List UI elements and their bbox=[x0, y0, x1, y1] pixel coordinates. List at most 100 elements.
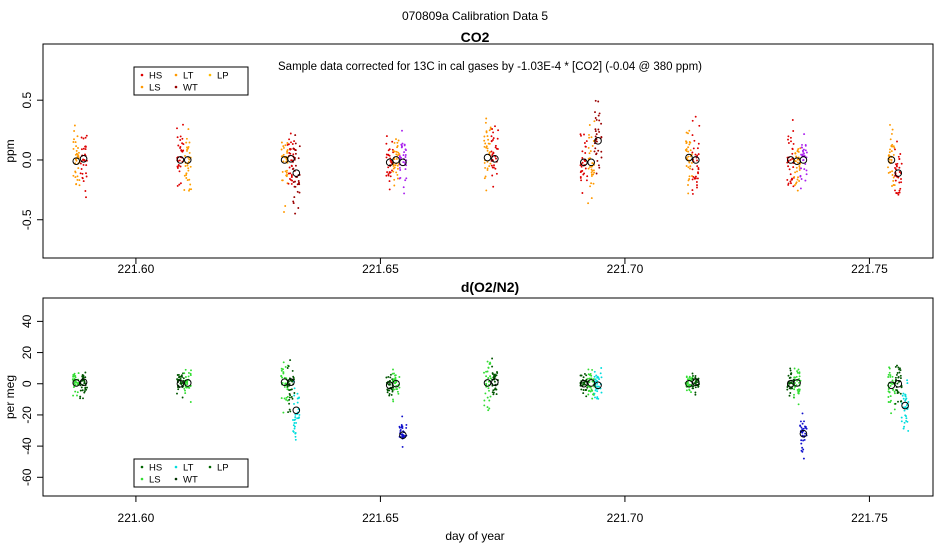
o2n2-point-hs bbox=[580, 382, 583, 384]
co2-point-wt bbox=[595, 172, 598, 175]
co2-point-hs bbox=[79, 162, 82, 165]
co2-point-wt bbox=[293, 196, 296, 199]
o2n2-point-ls bbox=[393, 388, 395, 391]
co2-point-hs bbox=[291, 143, 294, 145]
co2-point-hs bbox=[385, 153, 388, 156]
o2n2-point-ls bbox=[280, 375, 283, 378]
o2n2-point-ls bbox=[489, 395, 492, 398]
o2n2-point-ls bbox=[282, 371, 285, 374]
co2-point-wt bbox=[294, 212, 297, 215]
o2n2-point-hs bbox=[492, 389, 495, 392]
co2-legend-swatch-ls bbox=[140, 85, 144, 89]
o2n2-point-lt bbox=[293, 387, 296, 390]
co2-point-hs bbox=[895, 163, 897, 166]
co2-point-lp bbox=[188, 189, 190, 192]
co2-point-ls bbox=[484, 166, 487, 169]
figure-suptitle: 070809a Calibration Data 5 bbox=[402, 9, 548, 23]
co2-point-lt bbox=[804, 163, 807, 165]
o2n2-point-lp bbox=[801, 431, 804, 434]
o2n2-point-lt bbox=[905, 417, 908, 420]
co2-point-wt bbox=[594, 135, 597, 138]
co2-point-ls bbox=[888, 158, 891, 161]
o2n2-axis-ticks: 221.60 221.65 221.70 221.75 -60 -40 -20 0 20 40 bbox=[20, 314, 888, 525]
o2n2-point-ls bbox=[485, 370, 488, 373]
o2n2-legend-label-hs: HS bbox=[149, 463, 162, 474]
o2n2-point-ls bbox=[285, 398, 288, 401]
co2-point-hs bbox=[291, 159, 294, 162]
o2n2-legend-swatch-lp bbox=[208, 465, 212, 469]
co2-point-hs bbox=[691, 178, 694, 181]
o2n2-point-hs bbox=[580, 388, 583, 391]
co2-point-ls bbox=[685, 131, 688, 134]
co2-point-hs bbox=[292, 153, 295, 156]
co2-point-ls bbox=[590, 175, 593, 177]
co2-point-hs bbox=[786, 178, 789, 181]
o2n2-point-hs bbox=[789, 369, 792, 372]
o2n2-point-ls bbox=[591, 397, 594, 400]
o2n2-point-hs bbox=[896, 382, 899, 385]
o2n2-point-lt bbox=[295, 421, 298, 424]
co2-point-hs bbox=[179, 182, 182, 185]
o2n2-point-lp bbox=[800, 442, 803, 445]
co2-point-lt bbox=[404, 156, 407, 158]
o2n2-point-hs bbox=[389, 373, 392, 376]
co2-point-ls bbox=[891, 185, 893, 187]
o2n2-point-ls bbox=[189, 401, 192, 403]
co2-point-hs bbox=[388, 180, 391, 183]
co2-point-lp bbox=[188, 151, 191, 154]
o2n2-point-hs bbox=[898, 368, 901, 371]
co2-point-hs bbox=[83, 159, 86, 162]
co2-point-lp bbox=[189, 165, 192, 168]
co2-point-hs bbox=[581, 157, 584, 159]
o2n2-point-lt bbox=[593, 392, 596, 395]
co2-point-hs bbox=[178, 183, 181, 186]
o2n2-point-ls bbox=[489, 362, 492, 365]
o2n2-mean-marker-hs bbox=[894, 379, 903, 388]
co2-point-hs bbox=[791, 147, 794, 150]
o2n2-mean-marker-hs bbox=[176, 379, 185, 388]
co2-point-lp bbox=[190, 188, 193, 191]
o2n2-point-lt bbox=[593, 370, 596, 373]
co2-point-ls bbox=[489, 126, 492, 129]
o2n2-point-ls bbox=[685, 382, 688, 385]
o2n2-point-hs bbox=[289, 359, 292, 362]
o2n2-point-lt bbox=[296, 392, 299, 395]
co2-point-ls bbox=[590, 168, 593, 171]
co2-point-hs bbox=[85, 164, 88, 167]
co2-point-ls bbox=[892, 176, 895, 179]
co2-point-hs bbox=[176, 127, 178, 130]
o2n2-point-hs bbox=[582, 392, 585, 395]
o2n2-point-lt bbox=[293, 427, 296, 430]
o2n2-point-ls bbox=[889, 375, 892, 378]
co2-point-hs bbox=[493, 164, 495, 167]
o2n2-point-lt bbox=[600, 376, 603, 379]
o2n2-point-ls bbox=[587, 393, 590, 396]
co2-point-lt bbox=[399, 156, 401, 159]
o2n2-point-hs bbox=[291, 397, 294, 400]
o2n2-point-lp bbox=[801, 422, 804, 425]
co2-point-ls bbox=[688, 129, 691, 132]
o2n2-point-lt bbox=[292, 430, 295, 433]
co2-point-ls bbox=[77, 151, 80, 154]
co2-point-hs bbox=[691, 134, 694, 137]
co2-point-ls bbox=[75, 145, 78, 148]
o2n2-point-ls bbox=[796, 371, 799, 374]
o2n2-point-hs bbox=[83, 380, 86, 383]
o2n2-point-hs bbox=[789, 392, 792, 394]
co2-point-hs bbox=[898, 189, 901, 192]
o2n2-point-lt bbox=[293, 394, 296, 397]
co2-point-hs bbox=[496, 148, 499, 150]
o2n2-point-ls bbox=[489, 375, 492, 378]
co2-point-hs bbox=[581, 161, 584, 164]
o2n2-point-hs bbox=[385, 376, 388, 379]
co2-point-hs bbox=[181, 137, 184, 140]
co2-point-lp bbox=[188, 158, 191, 161]
co2-xtick-label: 221.65 bbox=[362, 262, 399, 276]
co2-point-ls bbox=[483, 139, 486, 142]
co2-point-hs bbox=[692, 175, 695, 178]
co2-point-hs bbox=[494, 125, 496, 128]
co2-point-hs bbox=[792, 185, 795, 188]
co2-point-ls bbox=[588, 133, 590, 136]
